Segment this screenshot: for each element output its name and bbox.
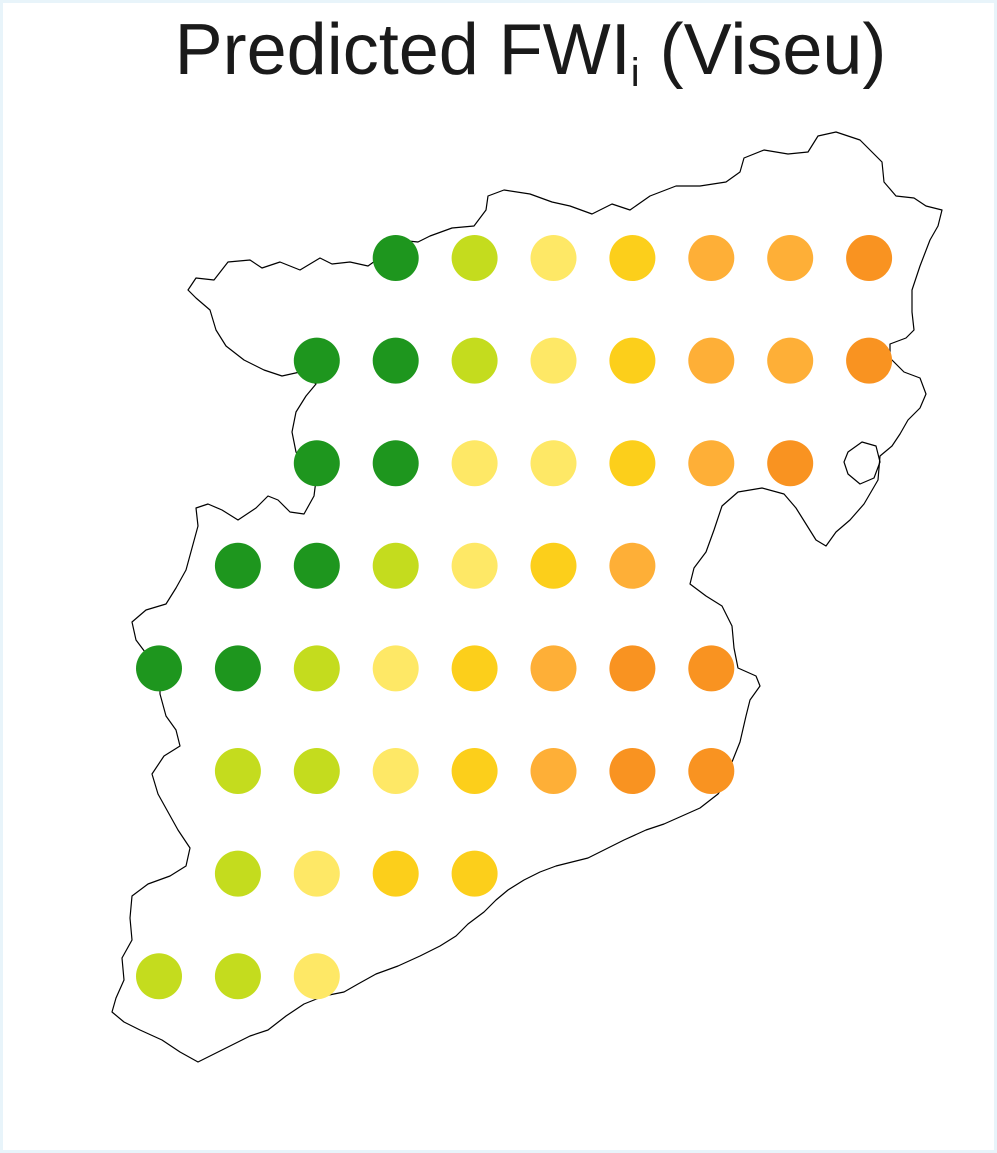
fwi-point-r2-c4 [372, 337, 419, 384]
fwi-point-r6-c3 [293, 748, 340, 794]
map-title-main: Predicted FWI [174, 10, 631, 90]
map-title: Predicted FWIi (Viseu) [3, 7, 997, 116]
fwi-point-r3-c7 [609, 440, 656, 487]
fwi-point-r2-c6 [530, 337, 577, 384]
fwi-point-r7-c5 [451, 850, 498, 897]
fwi-point-r7-c3 [293, 850, 340, 897]
fwi-point-r3-c3 [293, 440, 340, 487]
fwi-points [136, 235, 893, 1000]
fwi-point-r8-c1 [136, 953, 182, 1000]
fwi-point-r1-c8 [688, 235, 735, 281]
fwi-point-r7-c4 [372, 850, 419, 897]
fwi-point-r6-c8 [688, 748, 735, 794]
fwi-point-r2-c7 [609, 337, 656, 384]
district-outline [111, 131, 943, 1063]
fwi-point-r3-c5 [451, 440, 498, 487]
fwi-point-r1-c7 [609, 235, 656, 281]
fwi-point-r4-c5 [451, 542, 498, 589]
fwi-point-r4-c7 [609, 542, 656, 589]
fwi-point-r3-c9 [767, 440, 814, 487]
fwi-point-r5-c4 [372, 645, 419, 692]
fwi-point-r3-c4 [372, 440, 419, 487]
fwi-point-r2-c10 [846, 337, 893, 384]
fwi-point-r6-c6 [530, 748, 577, 794]
fwi-point-r6-c7 [609, 748, 656, 794]
fwi-point-r5-c6 [530, 645, 577, 692]
fwi-point-r5-c8 [688, 645, 735, 692]
fwi-point-r8-c3 [293, 953, 340, 1000]
fwi-point-r2-c5 [451, 337, 498, 384]
fwi-point-r3-c8 [688, 440, 735, 487]
fwi-point-r4-c3 [293, 542, 340, 589]
fwi-point-r3-c6 [530, 440, 577, 487]
fwi-point-r5-c5 [451, 645, 498, 692]
fwi-point-r1-c10 [846, 235, 893, 281]
fwi-point-r4-c6 [530, 542, 577, 589]
fwi-point-r7-c2 [214, 850, 261, 897]
fwi-point-r5-c2 [214, 645, 261, 692]
fwi-point-r5-c3 [293, 645, 340, 692]
fwi-point-r4-c4 [372, 542, 419, 589]
fwi-point-r4-c2 [214, 542, 261, 589]
fwi-point-r8-c2 [214, 953, 261, 1000]
fwi-point-r5-c7 [609, 645, 656, 692]
map-title-suffix: (Viseu) [639, 10, 887, 90]
fwi-point-r1-c9 [767, 235, 814, 281]
fwi-point-r2-c8 [688, 337, 735, 384]
fwi-point-r2-c3 [293, 337, 340, 384]
fwi-point-r6-c4 [372, 748, 419, 794]
fwi-point-r5-c1 [136, 645, 182, 692]
enclave-outline [843, 441, 881, 485]
fwi-point-r6-c5 [451, 748, 498, 794]
map-title-subscript: i [630, 51, 640, 95]
fwi-point-r2-c9 [767, 337, 814, 384]
fwi-point-r1-c4 [372, 235, 419, 281]
fwi-point-r1-c5 [451, 235, 498, 281]
fwi-point-r6-c2 [214, 748, 261, 794]
fwi-point-r1-c6 [530, 235, 577, 281]
